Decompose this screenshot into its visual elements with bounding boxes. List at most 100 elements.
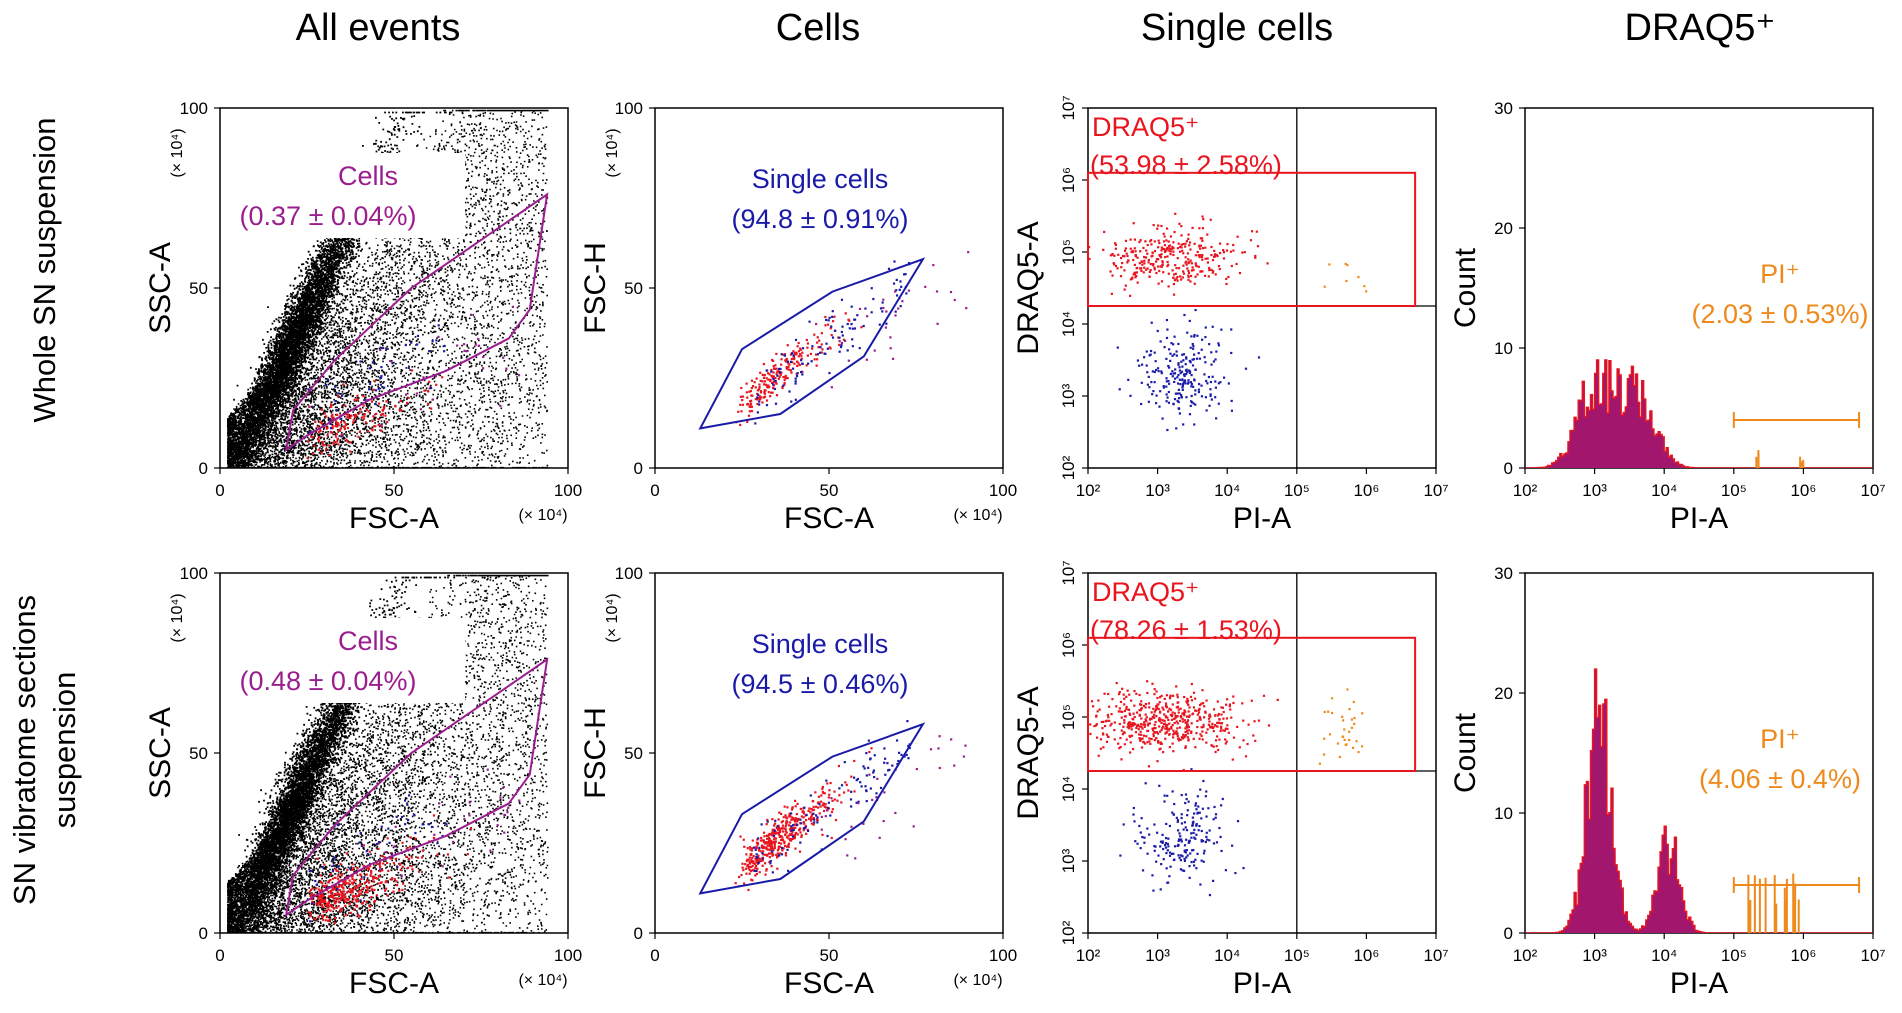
gated-event-red [334,897,337,900]
singlet-event-red [780,835,783,838]
draq5-event-red [1166,260,1169,264]
gated-event-red [320,408,324,411]
draq5-event-red [1126,726,1129,729]
draq5-event-blue [1147,375,1150,378]
gated-event-red [340,884,343,887]
draq5-event-red [1123,743,1126,746]
draq5-event-red [1212,745,1215,748]
singlet-event-red [800,815,803,818]
gated-event-red [340,891,343,894]
draq5-event-red [1181,736,1184,740]
draq5-event-blue [1221,797,1224,801]
draq5-event-blue [1215,350,1218,353]
gated-event-red [367,866,370,869]
singlet-event-blue [865,789,868,793]
draq5-event-blue [1153,845,1156,848]
gated-event-red [342,887,345,890]
draq5-event-red [1123,697,1126,700]
gated-event-red [347,882,350,885]
draq5-event-red [1122,693,1125,696]
singlet-event-purple [884,326,888,329]
draq5-event-blue [1129,394,1132,397]
draq5-event-red [1161,750,1165,754]
singlet-event-red [775,394,779,397]
gated-event-red [372,415,375,418]
singlet-event-blue [850,790,853,793]
gated-event-blue [363,876,366,879]
singlet-event-blue [899,280,902,283]
singlet-event-red [805,338,808,342]
draq5-event-red [1182,270,1185,273]
gated-event-purple [389,359,392,363]
gated-event-red [338,429,341,433]
gated-event-red [399,868,402,872]
draq5-event-red [1138,725,1141,728]
gated-event-purple [489,849,492,852]
gated-event-blue [445,822,448,826]
draq5-event-red [1182,711,1185,715]
singlet-event-blue [905,292,908,295]
singlet-event-red [789,369,792,372]
gated-event-red [354,886,357,890]
draq5-gate-label: DRAQ5⁺ [1092,577,1199,607]
singlet-event-red [830,836,833,840]
gated-event-red [366,891,369,894]
gated-event-red [329,903,332,906]
draq5-event-red [1176,705,1180,708]
gated-event-blue [329,427,333,430]
singlet-event-blue [884,773,887,776]
singlet-event-blue [786,360,790,363]
singlet-event-red [748,405,751,408]
draq5-event-blue [1166,328,1169,331]
singlet-event-red [767,391,770,394]
draq5-event-red [1183,735,1186,738]
singlet-event-blue [851,327,854,330]
gated-event-blue [328,417,332,421]
singlet-event-blue [841,325,844,328]
singlet-event-red [802,829,805,832]
draq5-event-blue [1186,370,1189,374]
draq5-event-red [1226,243,1229,246]
gated-event-blue [390,852,394,856]
pi-event-orange [1365,290,1368,293]
singlet-event-red [773,837,777,840]
draq5-event-red [1254,739,1257,742]
singlet-event-red [756,838,759,841]
draq5-event-red [1162,240,1166,243]
singlet-event-red [760,836,763,840]
draq5-gate-stat: (53.98 ± 2.58%) [1090,150,1282,180]
singlet-event-red [780,812,783,816]
pi-event-orange [1343,728,1346,731]
draq5-event-blue [1181,353,1184,356]
draq5-event-red [1138,262,1141,265]
singlet-event-purple [935,290,939,293]
draq5-event-blue [1177,843,1180,846]
draq5-event-red [1120,729,1123,732]
gated-event-blue [380,365,383,369]
draq5-event-blue [1188,839,1191,843]
singlet-event-purple [965,307,968,310]
singlet-event-blue [801,347,805,350]
singlet-event-purple [949,290,953,294]
draq5-event-red [1199,733,1202,736]
singlet-event-blue [840,784,844,787]
draq5-event-red [1187,258,1190,261]
singlet-event-red [756,402,759,406]
singlet-event-red [763,374,766,377]
draq5-event-red [1236,725,1239,729]
singlet-event-red [812,816,815,820]
singlet-event-blue [808,320,811,323]
gated-event-red [401,888,404,891]
singlet-event-red [784,854,788,857]
draq5-event-red [1089,723,1092,726]
draq5-gate-rect [1087,636,1417,772]
draq5-event-red [1230,716,1233,719]
draq5-event-red [1201,258,1204,261]
draq5-event-blue [1193,353,1196,356]
draq5-event-red [1154,720,1157,724]
gated-event-red [375,877,379,880]
draq5-event-red [1224,738,1227,741]
draq5-event-blue [1153,849,1156,852]
pi-event-orange [1360,745,1364,748]
